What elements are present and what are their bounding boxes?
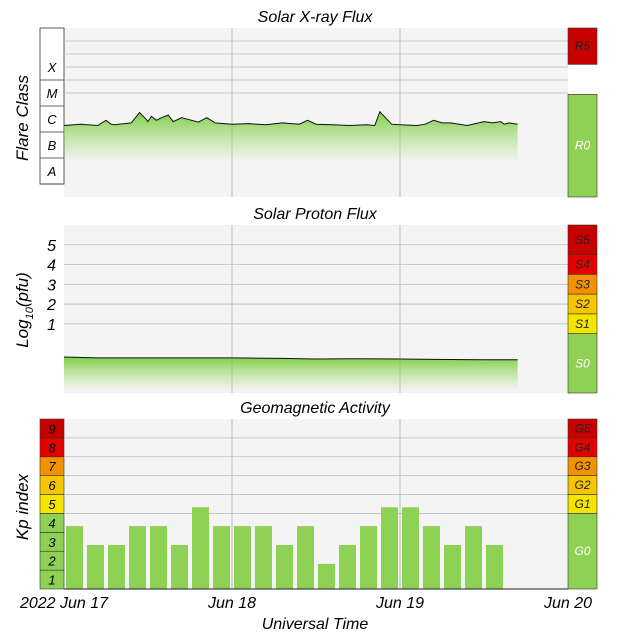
xtick-label-2: Jun 19 bbox=[375, 595, 424, 612]
proton-ytick-3: 3 bbox=[47, 277, 56, 294]
kp-plot-area bbox=[64, 419, 568, 589]
kp-bar-12 bbox=[318, 563, 335, 589]
kp-bar-7 bbox=[213, 526, 230, 589]
kp-level-label-9: 9 bbox=[48, 421, 55, 436]
kp-title: Geomagnetic Activity bbox=[240, 400, 391, 417]
proton-scale-label-S0: S0 bbox=[575, 356, 590, 370]
kp-bar-4 bbox=[150, 526, 167, 589]
xray-class-label-B: B bbox=[48, 138, 57, 153]
kp-bar-17 bbox=[423, 526, 440, 589]
proton-ytick-1: 1 bbox=[47, 317, 56, 334]
xray-scale-label-R5: R5 bbox=[575, 39, 591, 53]
kp-scale-label-G2: G2 bbox=[574, 478, 590, 492]
xray-class-label-X: X bbox=[47, 60, 58, 75]
kp-scale-label-G4: G4 bbox=[574, 440, 590, 454]
proton-scale-band-5 bbox=[567, 333, 598, 394]
kp-level-box-9 bbox=[39, 418, 65, 439]
kp-level-label-5: 5 bbox=[48, 497, 56, 512]
kp-bar-18 bbox=[444, 544, 461, 589]
kp-level-label-1: 1 bbox=[48, 573, 55, 588]
proton-title: Solar Proton Flux bbox=[253, 206, 378, 223]
kp-bar-1 bbox=[87, 544, 104, 589]
kp-bar-16 bbox=[402, 507, 419, 589]
xtick-label-1: Jun 18 bbox=[207, 595, 256, 612]
proton-flux-area bbox=[64, 357, 518, 390]
proton-ytick-2: 2 bbox=[46, 297, 56, 314]
xray-flux-line bbox=[63, 110, 518, 127]
kp-bar-2 bbox=[108, 544, 125, 589]
kp-scale-band-5 bbox=[567, 513, 598, 590]
kp-bar-11 bbox=[297, 526, 314, 589]
proton-scale-label-S4: S4 bbox=[575, 258, 590, 272]
proton-scale-label-S2: S2 bbox=[575, 297, 590, 311]
proton-flux-line bbox=[63, 356, 518, 361]
proton-scale-label-S1: S1 bbox=[575, 317, 590, 331]
proton-ytick-5: 5 bbox=[47, 238, 56, 255]
proton-ytick-4: 4 bbox=[47, 258, 56, 275]
kp-bar-14 bbox=[360, 526, 377, 589]
proton-ylabel: Log10(pfu) bbox=[13, 272, 36, 348]
kp-ylabel: Kp index bbox=[13, 473, 32, 540]
proton-scale-label-S5: S5 bbox=[575, 233, 590, 247]
kp-bar-10 bbox=[276, 544, 293, 589]
xray-class-label-A: A bbox=[47, 164, 57, 179]
xaxis-label: Universal Time bbox=[262, 616, 369, 633]
kp-scale-label-G5: G5 bbox=[574, 421, 590, 435]
kp-bar-20 bbox=[486, 544, 503, 589]
xray-scale-label-R0: R0 bbox=[575, 139, 591, 153]
xray-plot-area bbox=[64, 28, 568, 197]
xray-ylabel: Flare Class bbox=[13, 75, 32, 161]
xray-scale-band-0 bbox=[567, 27, 598, 65]
proton-ylabel-main: Log bbox=[13, 319, 32, 348]
kp-bar-8 bbox=[234, 526, 251, 589]
kp-bar-9 bbox=[255, 526, 272, 589]
xtick-label-0: 2022 Jun 17 bbox=[19, 595, 109, 612]
kp-bar-19 bbox=[465, 526, 482, 589]
xtick-label-3: Jun 20 bbox=[543, 595, 592, 612]
xray-class-label-C: C bbox=[47, 112, 57, 127]
kp-bar-0 bbox=[66, 526, 83, 589]
proton-scale-label-S3: S3 bbox=[575, 277, 590, 291]
kp-bar-3 bbox=[129, 526, 146, 589]
kp-bar-13 bbox=[339, 544, 356, 589]
kp-level-label-8: 8 bbox=[48, 440, 56, 455]
kp-scale-label-G3: G3 bbox=[574, 459, 590, 473]
kp-scale-label-G1: G1 bbox=[574, 497, 590, 511]
xray-scale-band-1 bbox=[567, 94, 598, 198]
kp-level-label-4: 4 bbox=[48, 516, 55, 531]
kp-scale-label-G0: G0 bbox=[574, 544, 590, 558]
kp-level-label-7: 7 bbox=[48, 459, 56, 474]
kp-bar-15 bbox=[381, 507, 398, 589]
kp-bar-5 bbox=[171, 544, 188, 589]
xray-flux-area bbox=[64, 111, 518, 161]
proton-ylabel-tail: (pfu) bbox=[13, 272, 32, 307]
kp-bar-6 bbox=[192, 507, 209, 589]
xray-title: Solar X-ray Flux bbox=[258, 9, 374, 26]
proton-ylabel-sub: 10 bbox=[24, 306, 36, 319]
kp-level-label-3: 3 bbox=[48, 535, 56, 550]
proton-scale-band-0 bbox=[567, 224, 598, 255]
kp-level-label-6: 6 bbox=[48, 478, 56, 493]
xray-class-label-M: M bbox=[47, 86, 58, 101]
kp-level-label-2: 2 bbox=[47, 554, 56, 569]
